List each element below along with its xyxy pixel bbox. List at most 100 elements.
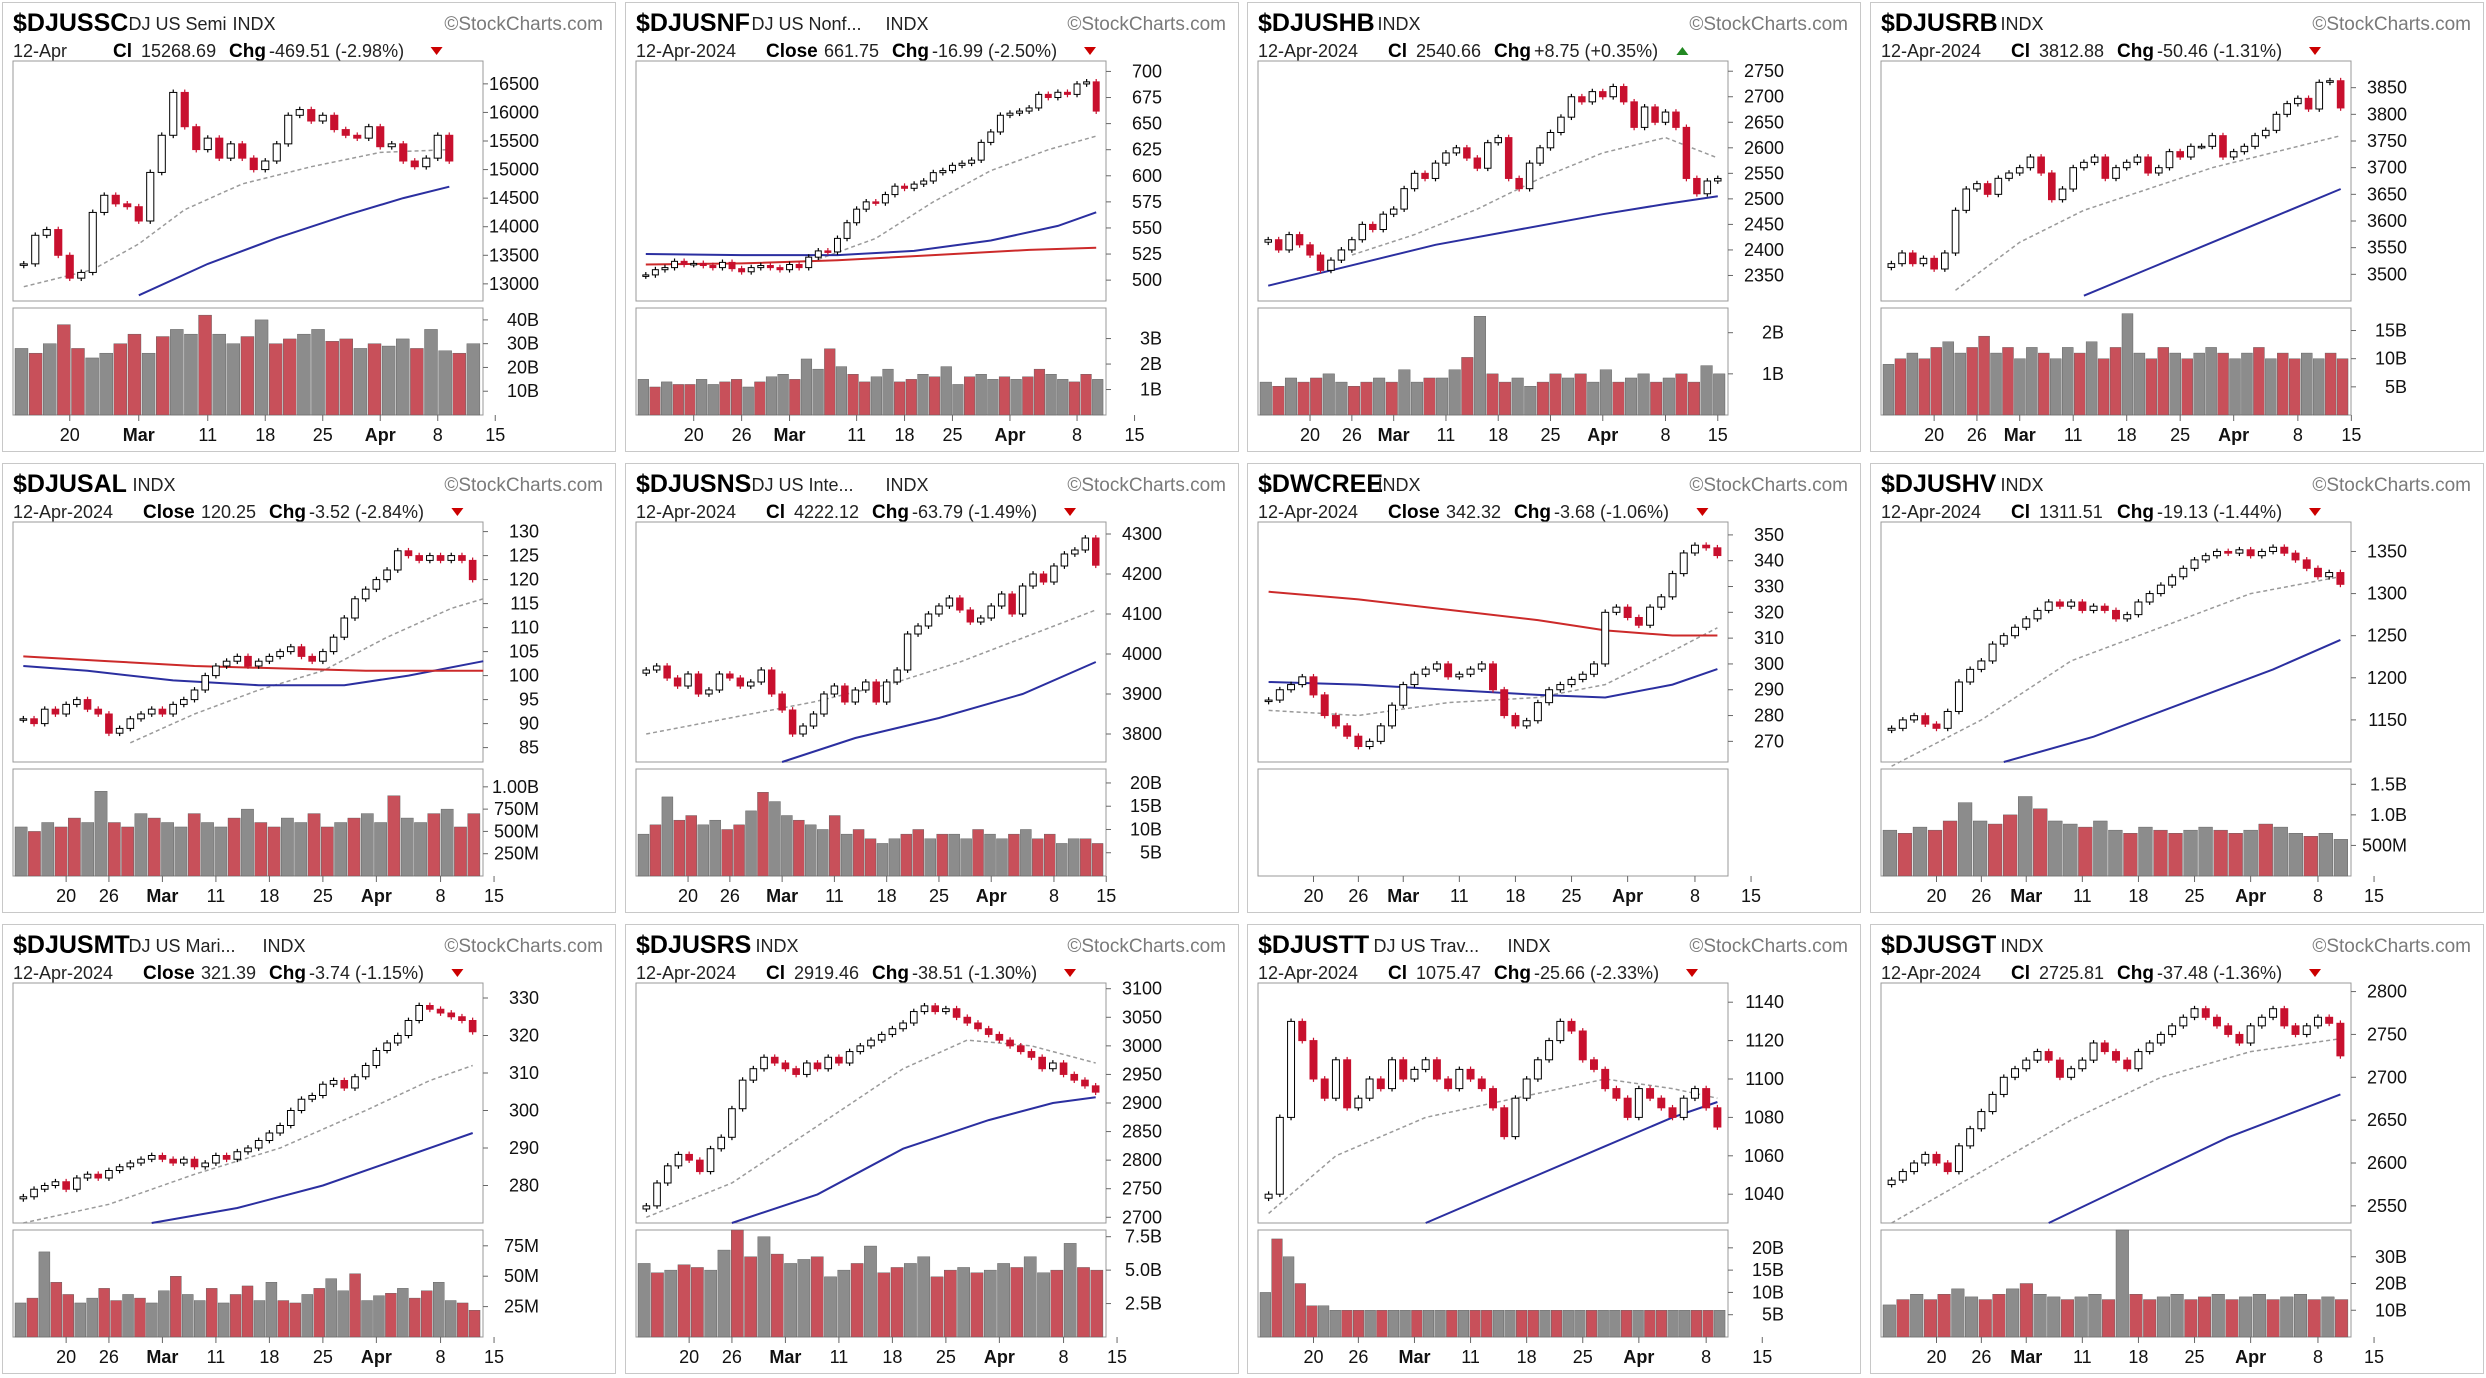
candle-body — [330, 114, 339, 131]
candle-body — [671, 260, 679, 269]
chart-panel-djusns[interactable]: $DJUSNS DJ US Inte... INDX ©StockCharts.com… — [625, 463, 1239, 913]
candle-body — [2022, 1059, 2031, 1070]
candle-body — [661, 267, 669, 271]
x-tick-label: 11 — [198, 425, 217, 445]
candle-body — [1309, 1040, 1318, 1080]
y-tick-label: 95 — [519, 690, 539, 710]
volume-bar — [2006, 1288, 2020, 1338]
candle-body — [1287, 1020, 1296, 1118]
candle-body — [458, 555, 466, 561]
candle-body — [824, 1056, 833, 1070]
chart-panel-dwcree[interactable]: $DWCREE INDX ©StockCharts.com 12-Apr-2024 Cl… — [1247, 463, 1861, 913]
price-label: Cl — [1388, 963, 1407, 984]
volume-bar — [1294, 1283, 1306, 1338]
price-label: Close — [1388, 502, 1440, 523]
candle-body — [1060, 553, 1069, 567]
change-value: -38.51 (-1.30%) — [912, 963, 1037, 983]
chart-panel-djussc[interactable]: $DJUSSC DJ US Semi INDX ©StockCharts.com 12-… — [2, 2, 616, 452]
volume-bar — [2018, 796, 2033, 877]
volume-bar — [757, 792, 769, 877]
chart-panel-djusrs[interactable]: $DJUSRS INDX ©StockCharts.com 12-Apr-2024 Cl… — [625, 924, 1239, 1374]
candle-body — [1337, 249, 1346, 261]
volume-bar — [2258, 823, 2273, 877]
candle-body — [94, 1173, 103, 1179]
candle-body — [2291, 552, 2300, 561]
candle-body — [157, 134, 166, 173]
y-tick-label: 2950 — [1122, 1064, 1162, 1084]
x-tick-label: 25 — [313, 886, 333, 906]
candle-body — [284, 114, 293, 145]
volume-bar — [677, 1264, 691, 1338]
chart-panel-djustt[interactable]: $DJUSTT DJ US Trav... INDX ©StockCharts.com… — [1247, 924, 1861, 1374]
volume-bar — [721, 829, 733, 877]
volume-bar — [1988, 823, 2003, 877]
volume-bar — [424, 329, 438, 416]
ma-short-line — [23, 148, 450, 288]
volume-bar — [43, 343, 57, 416]
candle-body — [1556, 684, 1565, 691]
volume-bar — [1655, 1310, 1668, 1338]
volume-bar — [2205, 347, 2217, 416]
candle-body — [1489, 1088, 1497, 1109]
candle-body — [134, 206, 143, 222]
y-tick-label: 13500 — [489, 245, 539, 265]
candle-body — [1910, 1162, 1919, 1173]
volume-bar — [2336, 358, 2349, 416]
candle-body — [663, 665, 671, 679]
volume-bar — [1612, 381, 1625, 416]
candle-body — [265, 1132, 274, 1141]
candle-body — [115, 1166, 124, 1171]
x-tick-label: 11 — [825, 886, 844, 906]
candle-body — [215, 137, 224, 159]
ma-short-line — [1268, 627, 1718, 717]
y-tick-label: 300 — [509, 1101, 539, 1121]
chart-date: 12-Apr-2024 — [636, 41, 736, 61]
volume-bar — [187, 813, 201, 877]
candle-body — [2044, 1051, 2053, 1061]
candle-body — [690, 262, 698, 266]
candle-body — [1609, 86, 1617, 98]
volume-bar — [182, 1294, 194, 1338]
candle-body — [393, 550, 402, 571]
candle-body — [1050, 565, 1058, 583]
ma-short-line — [818, 135, 1097, 261]
candle-body — [1354, 1097, 1363, 1109]
volume-bar — [81, 822, 95, 877]
candle-body — [445, 134, 454, 162]
y-tick-label: 1040 — [1744, 1184, 1784, 1204]
candle-body — [1343, 725, 1352, 737]
candle-body — [956, 597, 964, 611]
chart-panel-djusal[interactable]: $DJUSAL INDX ©StockCharts.com 12-Apr-2024 Cl… — [2, 463, 616, 913]
volume-bar — [26, 1297, 39, 1338]
volume-bar — [797, 1259, 811, 1338]
chart-name: DJ US Nonf... — [752, 14, 862, 34]
chart-svg: $DJUSRB INDX ©StockCharts.com 12-Apr-2024 Cl… — [1880, 9, 2471, 445]
chart-panel-djusmt[interactable]: $DJUSMT DJ US Mari... INDX ©StockCharts.com… — [2, 924, 616, 1374]
volume-tick-label: 250M — [494, 844, 539, 864]
x-tick-label: Mar — [769, 1347, 801, 1367]
change-value: -25.66 (-2.33%) — [1534, 963, 1659, 983]
chart-panel-djushv[interactable]: $DJUSHV INDX ©StockCharts.com 12-Apr-2024 Cl… — [1870, 463, 2484, 913]
ma-red-line — [645, 246, 1097, 266]
candle-body — [158, 708, 167, 715]
price-plot-frame — [1257, 982, 1729, 1224]
candle-body — [1713, 547, 1722, 557]
volume-bar — [1398, 369, 1411, 416]
chart-panel-djushb[interactable]: $DJUSHB INDX ©StockCharts.com 12-Apr-2024 Cl… — [1247, 2, 1861, 452]
chart-panel-djusgt[interactable]: $DJUSGT INDX ©StockCharts.com 12-Apr-2024 Cl… — [1870, 924, 2484, 1374]
chart-panel-djusrb[interactable]: $DJUSRB INDX ©StockCharts.com 12-Apr-2024 Cl… — [1870, 2, 2484, 452]
chart-panel-djusnf[interactable]: $DJUSNF DJ US Nonf... INDX ©StockCharts.com… — [625, 2, 1239, 452]
x-tick-label: Apr — [365, 425, 396, 445]
candle-body — [802, 1062, 811, 1075]
volume-bar — [2229, 358, 2241, 416]
candle-body — [1463, 147, 1471, 159]
volume-bar — [1411, 1310, 1423, 1338]
candle-body — [757, 265, 765, 269]
y-tick-label: 2650 — [2367, 1110, 2407, 1130]
price-plot-frame — [12, 60, 484, 302]
volume-bar — [770, 1253, 784, 1338]
candle-body — [899, 1022, 907, 1030]
candle-body — [447, 1012, 456, 1018]
volume-tick-label: 750M — [494, 799, 539, 819]
y-tick-label: 270 — [1754, 731, 1784, 751]
